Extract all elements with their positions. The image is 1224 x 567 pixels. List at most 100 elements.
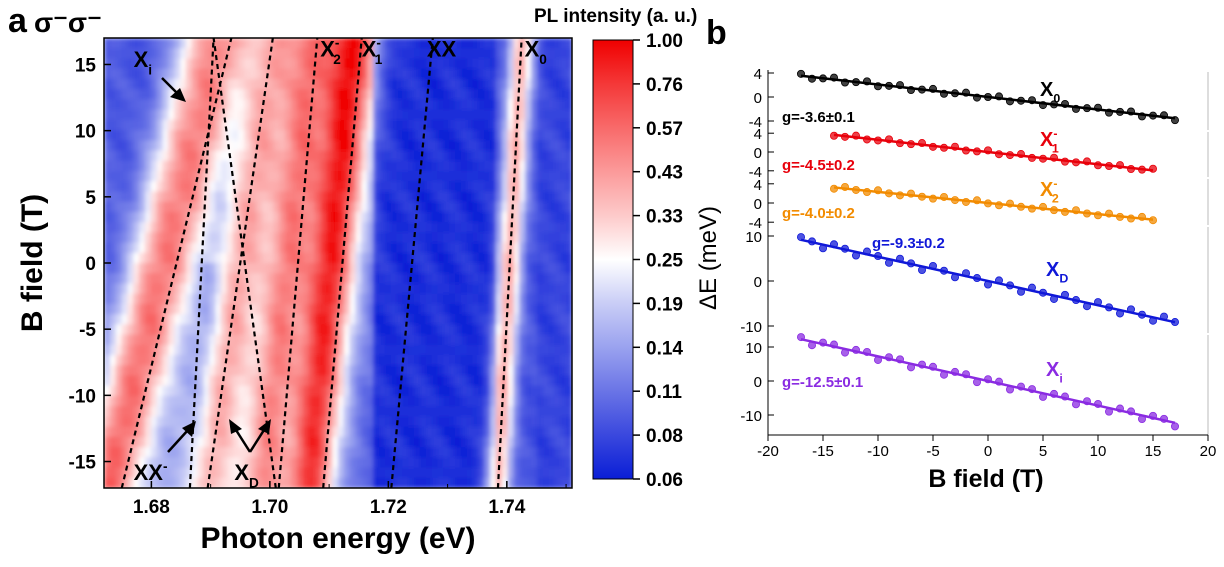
heatmap-cell <box>127 314 134 325</box>
heatmap-cell <box>478 416 485 428</box>
data-point <box>830 240 839 249</box>
heatmap-cell <box>115 395 123 407</box>
heatmap-cell <box>396 140 403 152</box>
heatmap-cell <box>466 89 474 100</box>
heatmap-cell <box>560 303 567 315</box>
heatmap-cell <box>215 130 222 141</box>
heatmap-cell <box>525 242 532 254</box>
heatmap-cell <box>238 263 245 274</box>
heatmap-cell <box>238 457 245 469</box>
heatmap-cell <box>209 324 216 336</box>
heatmap-cell <box>501 181 509 193</box>
heatmap-cell <box>191 273 199 285</box>
heatmap-x-ticks: 1.68 1.70 1.72 1.74 <box>133 481 567 518</box>
heatmap-cell <box>221 99 228 111</box>
heatmap-cell <box>238 191 245 203</box>
heatmap-cell <box>414 406 421 418</box>
heatmap-cell <box>396 109 403 121</box>
heatmap-cell <box>338 181 345 193</box>
heatmap-cell <box>554 467 561 479</box>
heatmap-cell <box>478 334 485 346</box>
heatmap-cell <box>209 181 216 193</box>
heatmap-cell <box>378 252 386 264</box>
heatmap-cell <box>384 78 392 90</box>
heatmap-cell <box>431 436 439 448</box>
heatmap-cell <box>314 232 322 244</box>
heatmap-cell <box>367 436 374 448</box>
heatmap-cell <box>104 385 111 397</box>
heatmap-cell <box>115 89 123 100</box>
data-point <box>995 150 1004 159</box>
heatmap-cell <box>542 457 550 469</box>
heatmap-cell <box>174 395 181 407</box>
heatmap-cell <box>501 48 509 60</box>
heatmap-cell <box>185 252 193 264</box>
heatmap-cell <box>215 242 222 254</box>
heatmap-cell <box>507 416 515 428</box>
heatmap-cell <box>267 416 275 428</box>
heatmap-cell <box>466 191 474 203</box>
heatmap-cell <box>501 99 509 111</box>
heatmap-cell <box>478 436 485 448</box>
heatmap-cell <box>232 375 240 387</box>
heatmap-cell <box>460 303 468 315</box>
data-point <box>1061 290 1070 299</box>
data-point <box>863 247 872 256</box>
heatmap-cell <box>308 68 316 80</box>
data-point <box>852 185 861 194</box>
heatmap-cell <box>156 447 164 458</box>
heatmap-cell <box>507 119 515 131</box>
heatmap-cell <box>455 140 462 152</box>
heatmap-cell <box>291 89 298 100</box>
heatmap-cell <box>314 314 322 325</box>
heatmap-cell <box>566 211 572 223</box>
heatmap-cell <box>460 222 468 233</box>
heatmap-cell <box>185 303 193 315</box>
heatmap-cell <box>273 211 281 223</box>
heatmap-cell <box>495 293 503 305</box>
heatmap-cell <box>501 191 509 203</box>
heatmap-cell <box>139 293 146 305</box>
heatmap-cell <box>361 109 368 121</box>
heatmap-cell <box>548 48 556 60</box>
y-tick-label: 4 <box>754 126 762 143</box>
heatmap-cell <box>531 232 538 244</box>
heatmap-cell <box>355 324 362 336</box>
heatmap-cell <box>525 48 532 60</box>
heatmap-cell <box>215 334 222 346</box>
heatmap-cell <box>349 38 357 49</box>
heatmap-cell <box>285 68 292 80</box>
heatmap-cell <box>425 160 433 172</box>
heatmap-cell <box>531 119 538 131</box>
heatmap-cell <box>127 170 134 182</box>
heatmap-cell <box>197 222 205 233</box>
heatmap-cell <box>168 181 175 193</box>
heatmap-cell <box>548 150 556 162</box>
heatmap-cell <box>144 78 152 90</box>
heatmap-cell <box>484 130 491 141</box>
heatmap-cell <box>156 130 164 141</box>
heatmap-cell <box>548 273 556 285</box>
heatmap-cell <box>513 160 520 172</box>
heatmap-cell <box>244 150 251 162</box>
heatmap-cell <box>338 89 345 100</box>
heatmap-cell <box>302 365 310 377</box>
heatmap-cell <box>425 263 433 274</box>
heatmap-cell <box>267 160 275 172</box>
heatmap-cell <box>185 68 193 80</box>
heatmap-cell <box>115 119 123 131</box>
heatmap-cell <box>191 436 199 448</box>
heatmap-cell <box>414 170 421 182</box>
data-point <box>841 78 850 87</box>
heatmap-cell <box>443 119 450 131</box>
data-point <box>896 254 905 263</box>
heatmap-cell <box>203 334 210 346</box>
heatmap-cell <box>419 426 427 438</box>
heatmap-cell <box>525 232 532 244</box>
heatmap-cell <box>297 365 304 377</box>
heatmap-cell <box>443 160 450 172</box>
heatmap-cell <box>466 109 474 121</box>
heatmap-cell <box>414 140 421 152</box>
heatmap-cell <box>226 58 234 70</box>
heatmap-cell <box>221 406 228 418</box>
